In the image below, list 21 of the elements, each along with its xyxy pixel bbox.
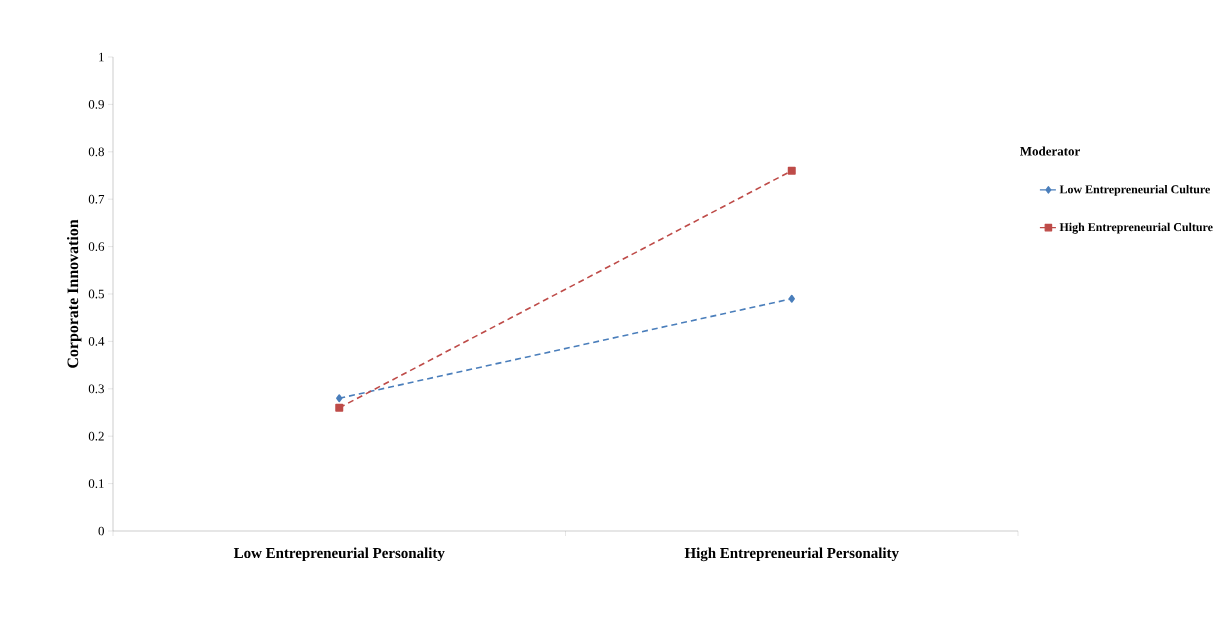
legend-label: High Entrepreneurial Culture xyxy=(1059,222,1213,234)
y-tick-label: 0.3 xyxy=(88,384,104,394)
point xyxy=(787,166,796,175)
y-tick-label: 0.6 xyxy=(88,242,105,251)
y-tick-label: 0.2 xyxy=(88,431,104,441)
y-tick-label: 0 xyxy=(98,526,104,536)
y-tick-label: 0.9 xyxy=(88,100,104,109)
y-tick-label: 0.1 xyxy=(88,479,104,488)
y-tick-label: 0.8 xyxy=(88,147,104,157)
y-tick-label: 0.4 xyxy=(88,337,105,346)
point xyxy=(788,294,795,303)
y-axis-title: Corporate Innovation xyxy=(67,219,82,368)
y-tick-label: 0.5 xyxy=(88,289,104,299)
x-tick-label: High Entrepreneurial Personality xyxy=(684,547,899,562)
point xyxy=(336,394,343,403)
y-tick-label: 0.7 xyxy=(88,194,105,204)
x-tick-label: Low Entrepreneurial Personality xyxy=(233,547,445,562)
legend-label: Low Entrepreneurial Culture xyxy=(1059,184,1210,196)
y-tick-label: 1 xyxy=(99,52,104,62)
legend-title: Moderator xyxy=(1020,146,1080,156)
point xyxy=(335,403,344,412)
